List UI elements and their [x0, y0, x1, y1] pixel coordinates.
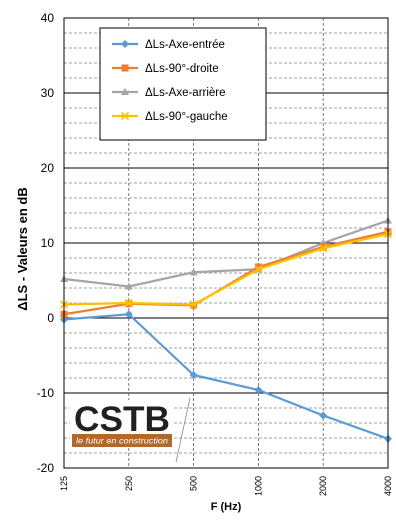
- series-3: [60, 216, 392, 290]
- legend-marker: [121, 88, 129, 95]
- data-point: [254, 265, 263, 274]
- legend-entry: ΔLs-90°-droite: [112, 63, 219, 75]
- x-tick-labels: 125 250 500 1000 2000 4000: [59, 476, 393, 496]
- logo-tagline: le futur en construction: [76, 436, 168, 446]
- series-layer: [59, 216, 393, 443]
- logo-slash: [175, 397, 191, 463]
- y-tick-label: 10: [41, 236, 55, 250]
- x-tick-label: 2000: [318, 476, 328, 496]
- data-point: [254, 386, 263, 394]
- legend-label: ΔLs-90°-droite: [145, 63, 219, 75]
- legend: ΔLs-Axe-entrée ΔLs-90°-droite ΔLs-Axe-arri…: [99, 27, 267, 141]
- series-line: [63, 232, 389, 306]
- data-point: [189, 300, 198, 309]
- legend-box: [99, 27, 267, 141]
- legend-entry: ΔLs-Axe-arrière: [112, 87, 226, 99]
- logo-tagline-bar: [72, 434, 172, 447]
- data-point: [124, 282, 133, 290]
- series-line: [63, 313, 389, 440]
- legend-label: ΔLs-90°-gauche: [145, 111, 228, 123]
- series-line: [63, 219, 389, 288]
- x-tick-label: 250: [124, 476, 134, 491]
- data-point: [319, 243, 327, 251]
- logo-wordmark: CSTB: [74, 400, 170, 439]
- data-point: [189, 268, 198, 276]
- data-point: [254, 263, 262, 271]
- plot-frame: [63, 17, 389, 469]
- y-axis-title: ΔLS - Valeurs en dB: [15, 187, 30, 311]
- legend-entry: ΔLs-90°-gauche: [112, 111, 228, 123]
- x-axis-title: F (Hz): [211, 501, 242, 513]
- cstb-logo: CSTB le futur en construction: [70, 397, 191, 463]
- x-tick-label: 4000: [383, 476, 393, 496]
- data-point: [319, 244, 328, 253]
- legend-label: ΔLs-Axe-arrière: [145, 87, 226, 99]
- legend-label: ΔLs-Axe-entrée: [145, 39, 225, 51]
- y-tick-label: -20: [37, 461, 55, 475]
- y-tick-label: 20: [41, 161, 55, 175]
- y-tick-label: 40: [41, 11, 55, 25]
- legend-marker: [121, 64, 129, 72]
- x-tick-label: 500: [189, 476, 199, 491]
- y-tick-label: 30: [41, 86, 55, 100]
- x-tick-label: 125: [59, 476, 69, 491]
- series-1: [60, 310, 392, 443]
- y-tick-label: -10: [37, 386, 55, 400]
- data-point: [319, 411, 328, 420]
- x-tick-label: 1000: [253, 476, 263, 496]
- data-point: [189, 371, 198, 379]
- legend-marker: [121, 40, 129, 48]
- legend-entry: ΔLs-Axe-entrée: [112, 39, 225, 51]
- data-point: [124, 298, 133, 308]
- legend-marker: [120, 111, 130, 121]
- y-tick-label: 0: [47, 311, 54, 325]
- y-tick-labels: -20 -10 0 10 20 30 40: [37, 11, 55, 475]
- data-point: [124, 310, 133, 319]
